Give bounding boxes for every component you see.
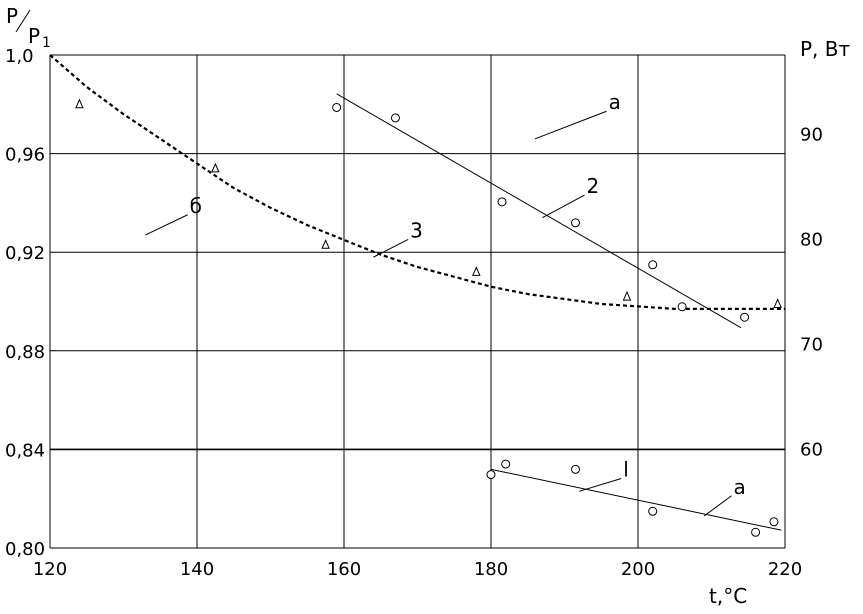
series-2-point xyxy=(677,302,687,312)
annotation-leader xyxy=(542,194,585,219)
x-tick-label: 140 xyxy=(180,559,214,580)
series-2-point xyxy=(740,312,750,322)
series-2-point xyxy=(571,218,581,228)
annotation-leader xyxy=(579,478,622,492)
grid xyxy=(49,54,786,549)
y-left-label-numerator: P xyxy=(6,4,18,28)
series-3-curve xyxy=(49,54,785,310)
series-1-point xyxy=(648,506,658,516)
series-3-point xyxy=(773,298,782,308)
series-1-fit-line xyxy=(490,468,782,531)
y-left-tick-label: 0,80 xyxy=(5,539,45,560)
y-left-label-denominator: P xyxy=(28,24,40,48)
y-right-tick-label: 70 xyxy=(800,334,823,355)
annotation-label: 2 xyxy=(587,174,600,198)
y-right-axis-label: P, Вт xyxy=(800,37,850,61)
series-1-point xyxy=(501,459,511,469)
series-3-point xyxy=(472,266,481,276)
series-2-point xyxy=(497,197,507,207)
x-tick-label: 120 xyxy=(33,559,67,580)
x-tick-label: 200 xyxy=(621,559,655,580)
x-tick-label: 180 xyxy=(474,559,508,580)
series-3-point xyxy=(211,162,220,173)
annotation-leader xyxy=(703,495,732,517)
annotation-label: a xyxy=(734,475,746,499)
series-3-point xyxy=(622,290,632,301)
y-left-tick-label: 0,84 xyxy=(5,440,45,461)
series-3-point xyxy=(321,239,330,249)
annotation-leader xyxy=(534,110,607,140)
series-2-point xyxy=(390,113,400,123)
x-axis-label: t,°C xyxy=(709,584,747,608)
annotation-leader xyxy=(373,238,409,258)
y-left-tick-label: 1,0 xyxy=(5,46,34,67)
x-tick-label: 160 xyxy=(327,559,361,580)
series-curves xyxy=(49,54,785,531)
y-left-tick-label: 0,96 xyxy=(5,145,45,166)
series-2-point xyxy=(332,102,342,112)
y-left-label-slash xyxy=(15,9,31,33)
series-2-fit-line xyxy=(336,93,742,329)
x-tick-label: 220 xyxy=(768,559,802,580)
annotation-label: l xyxy=(623,458,629,482)
annotations: a 2 б 3 l a xyxy=(145,90,746,517)
annotation-label: 3 xyxy=(410,218,423,242)
annotation-label: a xyxy=(609,90,621,114)
series-markers xyxy=(75,98,782,537)
y-right-tick-label: 60 xyxy=(800,439,823,460)
series-2-point xyxy=(648,260,658,270)
y-right-tick-label: 90 xyxy=(800,125,823,146)
series-1-point xyxy=(571,464,581,474)
series-1-point xyxy=(486,470,496,480)
series-1-point xyxy=(751,527,761,537)
y-left-label-subscript: 1 xyxy=(42,35,51,51)
series-1-point xyxy=(769,517,779,527)
series-3-point xyxy=(75,98,84,109)
y-right-tick-label: 80 xyxy=(800,230,823,251)
tick-labels: 120 140 160 180 200 220 1,0 0,96 0,92 0,88 0,84 0,8… xyxy=(5,46,823,580)
annotation-leader xyxy=(145,214,188,236)
annotation-label: б xyxy=(190,194,202,218)
y-left-tick-label: 0,92 xyxy=(5,243,45,264)
y-left-tick-label: 0,88 xyxy=(5,342,45,363)
y-left-axis-label: P P 1 xyxy=(6,4,51,51)
